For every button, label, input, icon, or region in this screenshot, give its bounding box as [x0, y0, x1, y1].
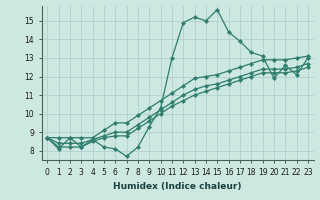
X-axis label: Humidex (Indice chaleur): Humidex (Indice chaleur) — [113, 182, 242, 191]
